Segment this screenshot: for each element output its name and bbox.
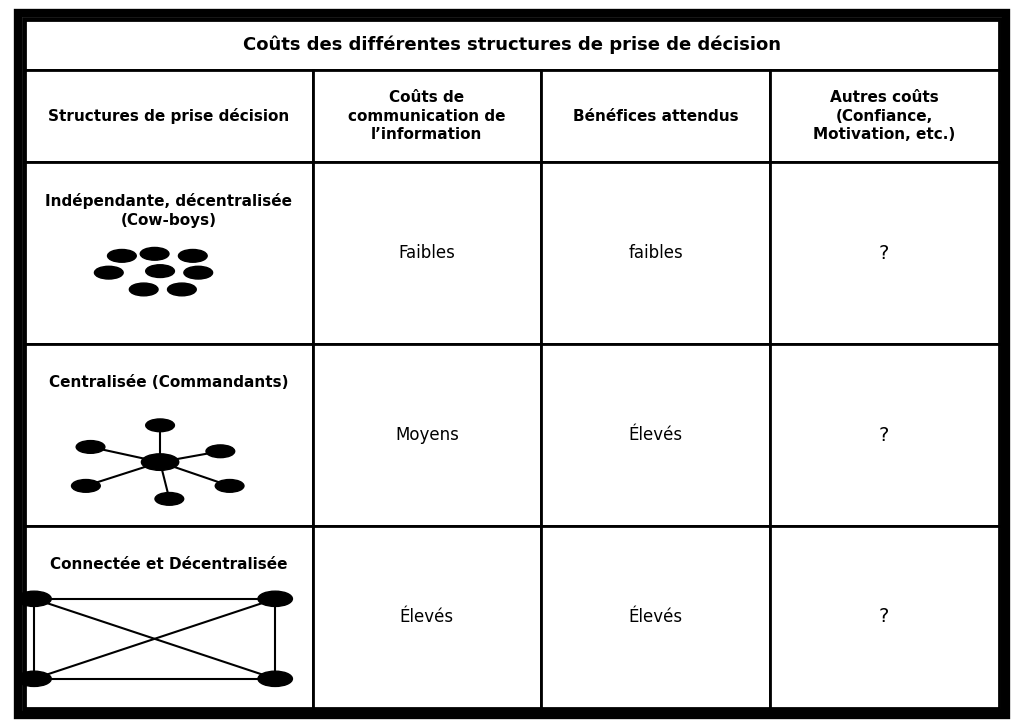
Bar <box>770 526 998 708</box>
Bar <box>770 162 998 344</box>
Ellipse shape <box>16 671 51 687</box>
Bar <box>312 162 542 344</box>
Bar <box>542 344 770 526</box>
Text: Autres coûts
(Confiance,
Motivation, etc.): Autres coûts (Confiance, Motivation, etc… <box>813 90 955 142</box>
Ellipse shape <box>258 671 293 687</box>
Bar <box>312 344 542 526</box>
Text: Bénéfices attendus: Bénéfices attendus <box>572 108 738 124</box>
Bar <box>770 70 998 162</box>
Ellipse shape <box>206 445 234 458</box>
Ellipse shape <box>145 265 174 277</box>
Ellipse shape <box>141 454 179 470</box>
Bar <box>26 344 312 526</box>
Bar <box>542 70 770 162</box>
Text: faibles: faibles <box>628 245 683 262</box>
Ellipse shape <box>76 440 104 454</box>
Bar <box>542 162 770 344</box>
Bar <box>26 162 312 344</box>
Text: Élevés: Élevés <box>629 426 683 444</box>
Text: Coûts des différentes structures de prise de décision: Coûts des différentes structures de pris… <box>243 36 781 54</box>
Text: Moyens: Moyens <box>395 426 459 444</box>
Text: Coûts de
communication de
l’information: Coûts de communication de l’information <box>348 90 506 142</box>
Ellipse shape <box>168 283 197 296</box>
Bar <box>26 70 312 162</box>
Ellipse shape <box>108 250 136 262</box>
Bar <box>312 526 542 708</box>
Text: Élevés: Élevés <box>629 608 683 626</box>
Text: Centralisée (Commandants): Centralisée (Commandants) <box>49 375 289 390</box>
Ellipse shape <box>184 266 213 279</box>
Ellipse shape <box>16 591 51 606</box>
Bar <box>770 344 998 526</box>
Text: Élevés: Élevés <box>399 608 454 626</box>
Text: Connectée et Décentralisée: Connectée et Décentralisée <box>50 557 288 572</box>
Text: ?: ? <box>879 244 890 263</box>
Text: Faibles: Faibles <box>398 245 456 262</box>
Bar <box>26 20 998 70</box>
Ellipse shape <box>129 283 158 296</box>
Ellipse shape <box>155 493 183 505</box>
Ellipse shape <box>145 419 174 432</box>
Text: Structures de prise décision: Structures de prise décision <box>48 108 290 124</box>
Ellipse shape <box>215 480 244 492</box>
Ellipse shape <box>94 266 123 279</box>
Text: ?: ? <box>879 607 890 627</box>
Ellipse shape <box>178 250 207 262</box>
Bar <box>312 70 542 162</box>
Ellipse shape <box>258 591 293 606</box>
Text: ?: ? <box>879 426 890 445</box>
Bar <box>542 526 770 708</box>
Bar <box>26 526 312 708</box>
Ellipse shape <box>140 248 169 260</box>
Text: Indépendante, décentralisée
(Cow-boys): Indépendante, décentralisée (Cow-boys) <box>45 194 293 228</box>
Ellipse shape <box>72 480 100 492</box>
